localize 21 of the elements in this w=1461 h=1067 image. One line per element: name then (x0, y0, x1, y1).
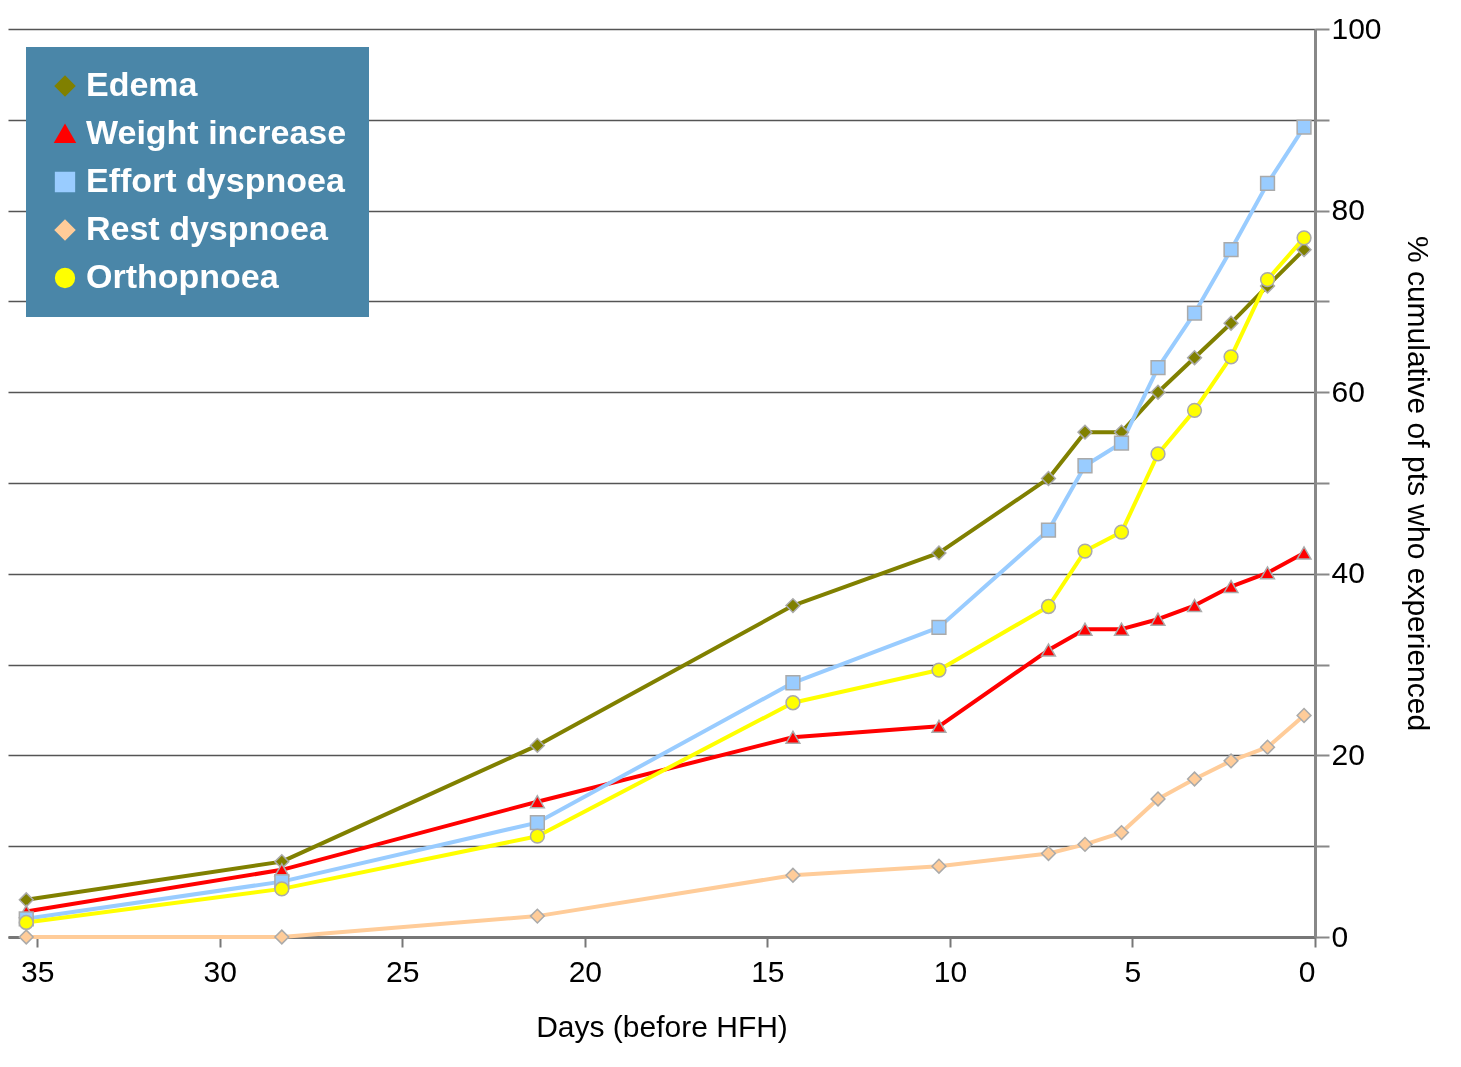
y-tick-label: 60 (1331, 374, 1365, 408)
y-tick-label: 20 (1331, 737, 1365, 771)
legend-label: Rest dyspnoea (86, 209, 329, 247)
x-tick-label: 20 (568, 954, 603, 988)
x-tick-label: 25 (386, 954, 420, 988)
x-tick-label: 0 (1298, 954, 1316, 988)
legend-label: Edema (86, 65, 199, 103)
y-tick-label: 100 (1331, 11, 1382, 45)
legend-label: Orthopnoea (86, 257, 280, 295)
x-axis-title: Days (before HFH) (536, 1009, 788, 1043)
x-tick-label: 35 (21, 954, 55, 988)
y-tick-label: 40 (1331, 556, 1365, 590)
y-tick-label: 0 (1331, 919, 1349, 953)
x-tick-label: 30 (203, 954, 237, 988)
legend-label: Weight increase (86, 113, 347, 151)
x-tick-label: 5 (1124, 954, 1142, 988)
x-tick-label: 15 (751, 954, 785, 988)
x-tick-label: 10 (933, 954, 968, 988)
legend-label: Effort dyspnoea (86, 161, 346, 199)
y-axis-title: % cumulative of pts who experienced (1401, 235, 1435, 732)
y-tick-label: 80 (1331, 193, 1365, 227)
